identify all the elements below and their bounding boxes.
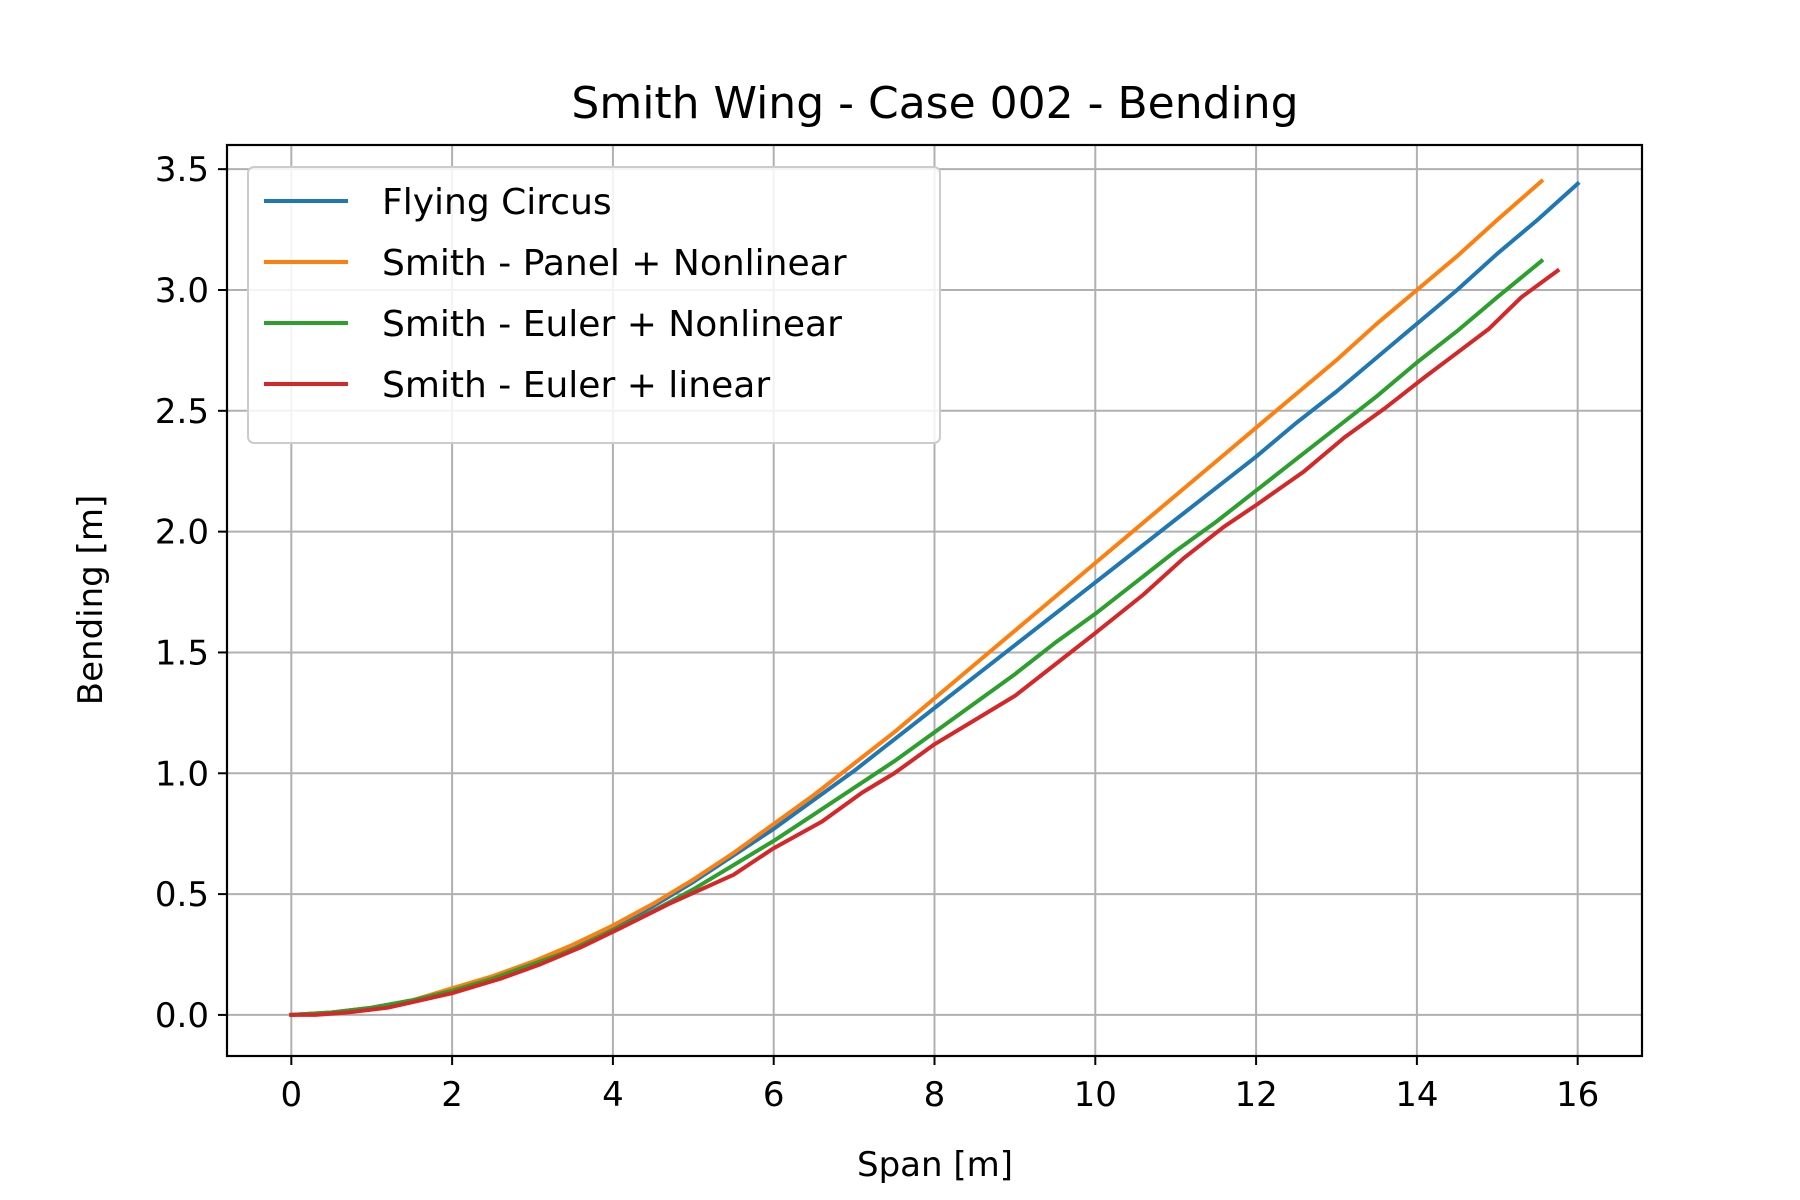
x-tick-label: 6 [763,1075,785,1115]
x-tick-label: 14 [1395,1075,1438,1115]
legend-label: Smith - Euler + Nonlinear [382,304,842,345]
x-tick-label: 4 [602,1075,624,1115]
y-axis-label: Bending [m] [71,495,111,705]
legend-label: Smith - Panel + Nonlinear [382,243,847,284]
series-line [289,267,1561,1017]
legend-label: Smith - Euler + linear [382,365,770,406]
x-tick-label: 12 [1234,1075,1277,1115]
x-axis-label: Span [m] [857,1145,1013,1185]
x-tick-label: 8 [924,1075,946,1115]
y-tick-label: 0.0 [155,996,209,1036]
y-tick-label: 1.0 [155,754,209,794]
x-tick-label: 2 [441,1075,463,1115]
chart-title: Smith Wing - Case 002 - Bending [571,78,1298,129]
y-tick-label: 2.5 [155,392,209,432]
y-tick-label: 2.0 [155,513,209,553]
x-tick-label: 0 [280,1075,302,1115]
y-tick-label: 1.5 [155,633,209,673]
axis-ticks: 0 2 4 6 8 10 12 14 16 0.0 0.5 1.0 1.5 2.0 2.5 3.0 3.5 [155,150,1599,1115]
x-tick-label: 10 [1074,1075,1117,1115]
y-tick-label: 0.5 [155,875,209,915]
series-line [289,258,1545,1018]
x-tick-label: 16 [1556,1075,1599,1115]
legend-box [247,166,941,444]
y-tick-label: 3.5 [155,150,209,190]
legend: Flying Circus Smith - Panel + Nonlinear Sm… [247,166,941,444]
data-series [289,178,1581,1018]
y-tick-label: 3.0 [155,271,209,311]
series-line [289,178,1545,1018]
legend-label: Flying Circus [382,182,612,223]
plot-frame [225,143,1644,1058]
